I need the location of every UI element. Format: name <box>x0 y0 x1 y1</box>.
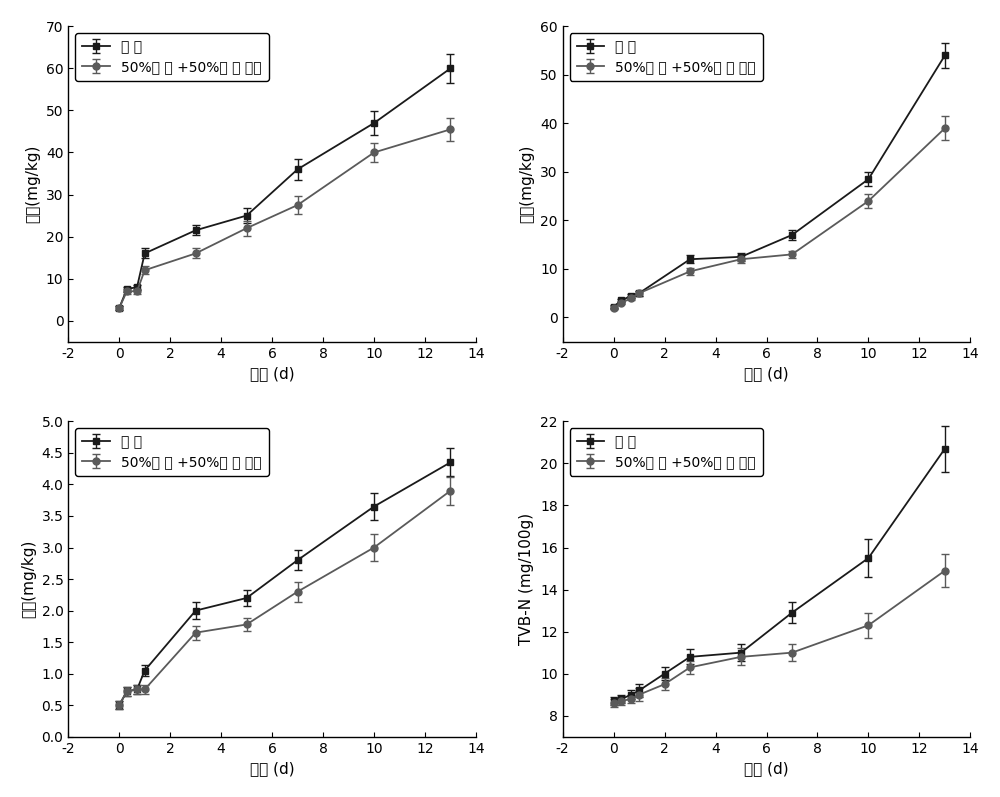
X-axis label: 时间 (d): 时间 (d) <box>744 761 789 776</box>
Y-axis label: 腐胺(mg/kg): 腐胺(mg/kg) <box>25 145 40 223</box>
X-axis label: 时间 (d): 时间 (d) <box>250 761 294 776</box>
Legend: 空 气, 50%氧 气 +50%二 氧 化碳: 空 气, 50%氧 气 +50%二 氧 化碳 <box>570 33 763 80</box>
Y-axis label: TVB-N (mg/100g): TVB-N (mg/100g) <box>519 513 534 645</box>
Legend: 空 气, 50%氧 气 +50%二 氧 化碳: 空 气, 50%氧 气 +50%二 氧 化碳 <box>75 33 269 80</box>
X-axis label: 时间 (d): 时间 (d) <box>250 366 294 381</box>
Legend: 空 气, 50%氧 气 +50%二 氧 化碳: 空 气, 50%氧 气 +50%二 氧 化碳 <box>570 428 763 476</box>
X-axis label: 时间 (d): 时间 (d) <box>744 366 789 381</box>
Legend: 空 气, 50%氧 气 +50%二 氧 化碳: 空 气, 50%氧 气 +50%二 氧 化碳 <box>75 428 269 476</box>
Y-axis label: 酪胺(mg/kg): 酪胺(mg/kg) <box>21 540 36 618</box>
Y-axis label: 尸胺(mg/kg): 尸胺(mg/kg) <box>520 145 535 223</box>
